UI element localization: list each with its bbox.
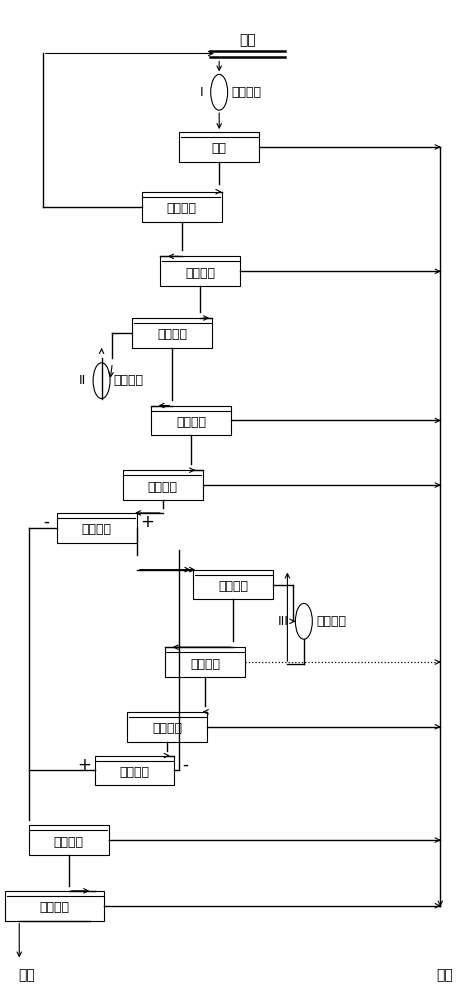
Text: 三段磁选: 三段磁选 (152, 722, 182, 735)
Text: 二段细筛: 二段细筛 (119, 766, 149, 779)
Bar (151, 406, 231, 435)
Bar (128, 712, 208, 742)
Circle shape (296, 603, 312, 639)
Text: 三段脱水: 三段脱水 (54, 836, 84, 849)
Text: 一次磨矿: 一次磨矿 (231, 86, 261, 99)
Text: 原矿: 原矿 (239, 34, 256, 48)
Bar (57, 513, 137, 543)
Bar (29, 825, 109, 855)
Text: 一次分级: 一次分级 (167, 202, 197, 215)
Bar (5, 891, 104, 921)
Text: 一段脱水: 一段脱水 (176, 416, 206, 429)
Text: +: + (77, 756, 91, 774)
Bar (95, 756, 175, 785)
Text: 二次磨矿: 二次磨矿 (114, 374, 144, 387)
Text: -: - (182, 756, 188, 774)
Text: 四段磁选: 四段磁选 (40, 901, 69, 914)
Text: 三次磨矿: 三次磨矿 (316, 615, 346, 628)
Bar (132, 318, 212, 348)
Text: 二次分级: 二次分级 (157, 328, 187, 341)
Text: 一段磁选: 一段磁选 (185, 267, 215, 280)
Text: III: III (278, 615, 288, 628)
Text: I: I (200, 86, 204, 99)
Circle shape (93, 363, 110, 399)
Bar (165, 647, 245, 677)
Text: 一段细筛: 一段细筛 (82, 523, 112, 536)
Bar (160, 256, 240, 286)
Text: 三次分级: 三次分级 (218, 580, 248, 593)
Text: II: II (79, 374, 86, 387)
Text: 预选: 预选 (212, 142, 227, 155)
Text: 二段脱水: 二段脱水 (190, 658, 220, 671)
Circle shape (211, 74, 228, 110)
Text: +: + (140, 513, 154, 531)
Bar (141, 192, 221, 222)
Text: 尾矿: 尾矿 (436, 968, 453, 982)
Text: -: - (44, 513, 50, 531)
Text: 二段磁选: 二段磁选 (148, 481, 178, 494)
Bar (123, 470, 203, 500)
Text: 精矿: 精矿 (18, 968, 35, 982)
Bar (179, 132, 259, 162)
Bar (193, 570, 273, 599)
